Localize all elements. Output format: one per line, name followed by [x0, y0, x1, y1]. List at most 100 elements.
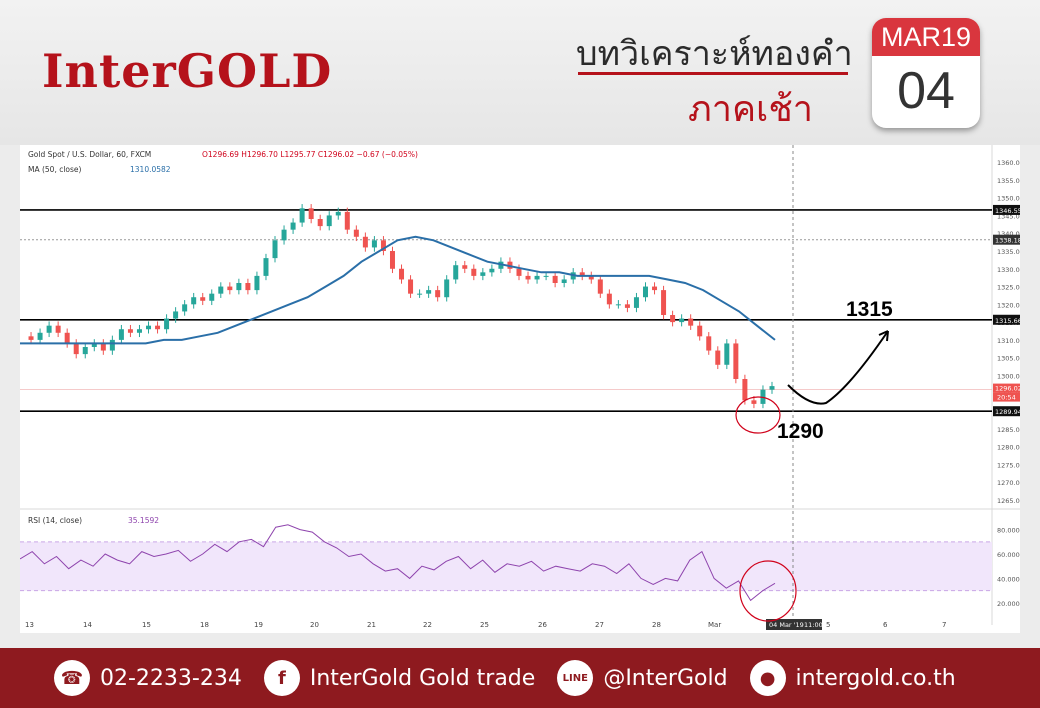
- candle-body: [362, 236, 368, 248]
- candle-body: [109, 339, 115, 351]
- candle-body: [46, 325, 52, 333]
- rsi-circle: [739, 560, 797, 622]
- footer-phone[interactable]: ☎ 02-2233-234: [54, 660, 242, 696]
- level-label-bg: [993, 204, 1020, 215]
- dotted-level-bg: [993, 234, 1020, 245]
- candle-body: [679, 318, 685, 323]
- forecast-arrow: [787, 330, 889, 405]
- x-tick-label: Mar: [708, 621, 721, 629]
- rsi-tick-label: 40.0000: [997, 575, 1020, 583]
- y-tick-label: 1270.00: [997, 479, 1020, 487]
- candle-body: [408, 279, 414, 294]
- candle-body: [588, 275, 594, 280]
- ma-value: 1310.0582: [130, 165, 171, 174]
- rsi-value: 35.1592: [128, 516, 159, 525]
- candle-body: [218, 286, 224, 294]
- candle-body: [462, 265, 468, 269]
- x-tick-label: 25: [480, 621, 489, 629]
- forecast-arrowhead: [878, 330, 889, 342]
- line-icon: LINE: [557, 660, 594, 696]
- candle-body: [64, 332, 70, 344]
- candle-body: [353, 229, 359, 237]
- y-tick-label: 1285.00: [997, 426, 1020, 434]
- candle-body: [426, 290, 432, 294]
- candle-body: [399, 268, 405, 280]
- brand-logo: InterGOLD: [42, 44, 333, 98]
- rsi-tick-label: 60.0000: [997, 551, 1020, 559]
- footer-bar: ☎ 02-2233-234 f InterGold Gold trade LIN…: [0, 648, 1040, 708]
- candle-body: [308, 208, 314, 219]
- candle-body: [516, 268, 522, 276]
- facebook-icon: f: [263, 660, 300, 696]
- level-label: 1289.94: [995, 408, 1020, 416]
- line-id: @InterGold: [603, 665, 728, 691]
- level-label-bg: [993, 314, 1020, 325]
- rsi-tick-label: 80.0000: [997, 527, 1020, 535]
- countdown-bg: [993, 392, 1020, 402]
- cursor-date-label: 04 Mar '19: [769, 621, 804, 629]
- x-tick-label: 14: [83, 621, 92, 629]
- candle-body: [688, 318, 694, 326]
- last-price-bg: [993, 383, 1020, 393]
- candle-body: [118, 329, 124, 340]
- rsi-line: [20, 524, 776, 602]
- candle-body: [471, 268, 477, 276]
- footer-line[interactable]: LINE @InterGold: [557, 660, 728, 696]
- last-price-label: 1296.02: [995, 385, 1020, 393]
- candle-body: [615, 304, 621, 306]
- candle-body: [435, 290, 441, 298]
- candle-body: [136, 329, 142, 333]
- rsi-tick-label: 20.0000: [997, 600, 1020, 608]
- globe-icon: ●: [749, 660, 786, 696]
- footer-facebook[interactable]: f InterGold Gold trade: [263, 660, 535, 696]
- candle-body: [200, 297, 206, 301]
- y-tick-label: 1280.00: [997, 444, 1020, 452]
- candle-body: [561, 279, 567, 283]
- target-label: 1315: [846, 298, 893, 321]
- title-underline: [578, 72, 848, 75]
- candle-body: [715, 350, 721, 365]
- x-tick-label: 15: [142, 621, 151, 629]
- page-subtitle: ภาคเช้า: [688, 89, 813, 130]
- candle-body: [606, 293, 612, 305]
- x-tick-label: 22: [423, 621, 432, 629]
- y-tick-label: 1305.00: [997, 355, 1020, 363]
- candle-body: [597, 279, 603, 294]
- ma-line: [20, 235, 776, 345]
- x-tick-label: 13: [25, 621, 34, 629]
- candle-body: [317, 219, 323, 227]
- candle-body: [624, 304, 630, 308]
- candle-body: [661, 290, 667, 315]
- candle-body: [760, 389, 766, 404]
- y-tick-label: 1310.00: [997, 337, 1020, 345]
- phone-number: 02-2233-234: [100, 665, 242, 691]
- candle-body: [82, 347, 88, 355]
- y-tick-label: 1265.00: [997, 497, 1020, 505]
- calendar-month: MAR19: [872, 18, 980, 56]
- instrument-label: Gold Spot / U.S. Dollar, 60, FXCM: [28, 150, 151, 159]
- candle-body: [227, 286, 233, 291]
- candle-body: [254, 275, 260, 291]
- calendar-badge: MAR19 04: [872, 18, 980, 128]
- candle-body: [344, 211, 350, 230]
- candle-body: [299, 208, 305, 223]
- y-tick-label: 1320.00: [997, 301, 1020, 309]
- level-label: 1315.66: [995, 317, 1020, 325]
- y-tick-label: 1300.00: [997, 372, 1020, 380]
- footer-website[interactable]: ● intergold.co.th: [749, 660, 956, 696]
- price-chart[interactable]: 1360.001355.001350.001345.001340.001335.…: [20, 145, 1020, 633]
- support-circle: [735, 396, 781, 434]
- x-tick-label: 7: [942, 621, 946, 629]
- y-tick-label: 1340.00: [997, 230, 1020, 238]
- candle-body: [417, 293, 423, 295]
- y-tick-label: 1350.00: [997, 195, 1020, 203]
- candle-body: [173, 311, 179, 319]
- ma-legend: MA (50, close): [28, 165, 82, 174]
- candle-body: [706, 336, 712, 351]
- y-tick-label: 1330.00: [997, 266, 1020, 274]
- candle-body: [28, 336, 34, 340]
- candle-body: [263, 258, 269, 276]
- candle-body: [371, 240, 377, 248]
- ohlc-label: O1296.69 H1296.70 L1295.77 C1296.02 −0.6…: [202, 150, 418, 159]
- candle-body: [525, 275, 531, 280]
